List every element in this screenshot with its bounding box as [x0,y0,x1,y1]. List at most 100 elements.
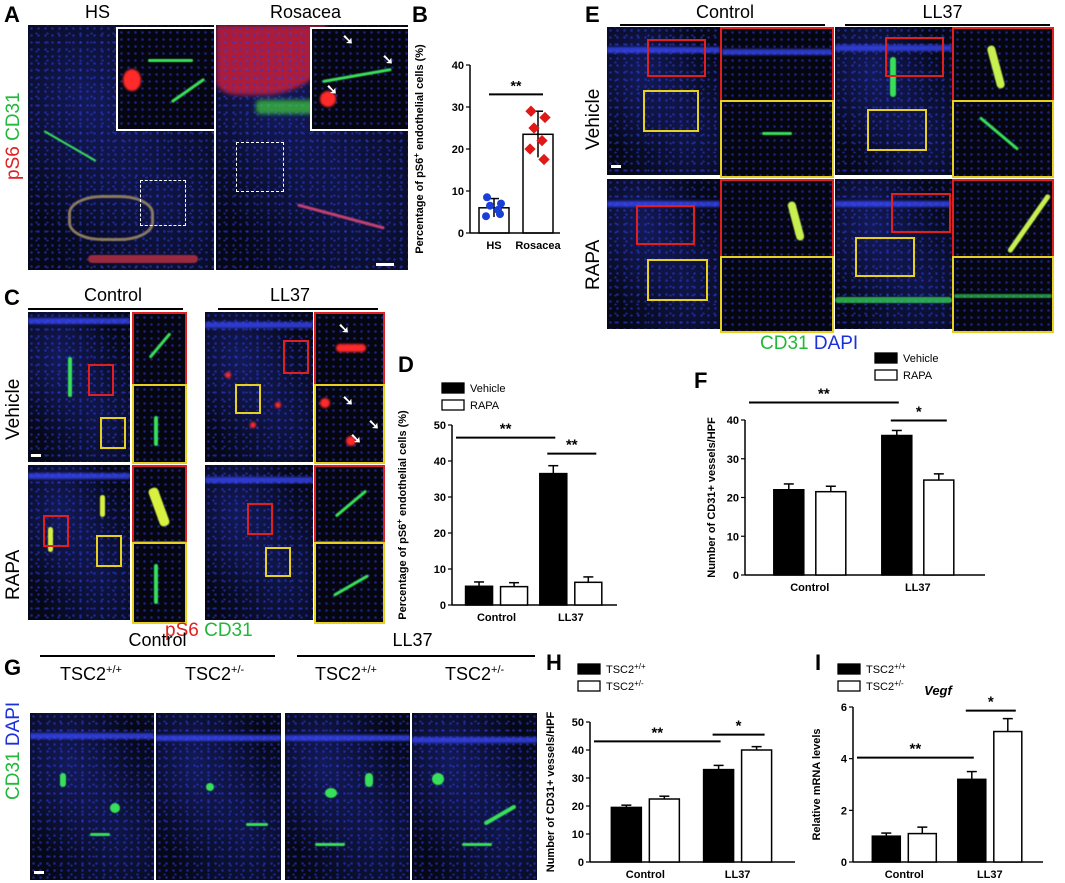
bar-ll37-0 [957,778,987,863]
panel-g-geno-1: TSC2+/+ [60,664,122,684]
significance-label: ** [910,741,922,758]
legend-swatch [874,369,898,381]
bar-control-1 [907,832,938,863]
y-tick-label: 0 [733,570,739,582]
micrograph-rosacea: ➘ ➘ ➘ [216,25,408,270]
y-axis-label: Number of CD31+ vessels/HPF [545,711,557,872]
x-tick-label: LL37 [558,612,584,624]
inset-e-ll37-red [952,27,1054,104]
panel-label-i: I [815,650,822,675]
inset-e-ll37-rapa-red [952,179,1054,260]
data-point [538,153,550,166]
legend-label: TSC2+/- [866,679,904,694]
data-point [524,143,536,155]
panel-g-geno-4: TSC2+/- [445,664,505,684]
panel-a-stain-label: pS6 CD31 [3,92,24,180]
bar-ll37-1 [923,479,955,576]
x-tick-label: Control [626,869,665,881]
micrograph-g-2 [156,713,281,880]
panel-e-row-rapa: RAPA [583,239,604,290]
chart-b: 0 10 20 30 40 Percentage of pS6+ endothelial … [412,44,562,254]
divider [620,24,825,26]
rosacea-inset: ➘ ➘ ➘ [310,27,408,131]
panel-g-geno-2: TSC2+/- [185,664,245,684]
y-tick-label: 4 [841,754,848,766]
chart-h: 0 10 20 30 40 50 Number of CD31+ vessels/HPF Co… [545,662,795,881]
data-point [482,212,490,221]
panel-label-d: D [398,352,414,377]
bar-ll37-0 [539,472,568,606]
y-tick-label: 2 [841,805,847,817]
data-point [525,105,537,117]
panel-e-stain-legend: CD31 DAPI [760,333,859,354]
inset-c-rapa-red [132,465,187,543]
y-tick-label: 0 [440,600,446,612]
bar-control-1 [499,585,529,606]
chart-title: Vegf [924,683,953,698]
x-tick-label: Control [790,582,829,594]
chart-d: 0 10 20 30 40 50 Percentage of pS6+ endothelia… [395,382,617,624]
panel-c-col-control: Control [83,285,143,305]
legend-label: RAPA [470,400,500,412]
inset-e-rapa-red [720,179,834,260]
data-point [486,201,494,210]
significance-label: * [988,694,994,711]
micrograph-c-control-vehicle [28,312,130,462]
y-tick-label: 30 [572,773,584,785]
chart-f: 0 10 20 30 40 Number of CD31+ vessels/HPF Cont… [706,352,985,594]
legend-label: Vehicle [903,353,938,365]
micrograph-g-4 [412,713,537,880]
legend-swatch [441,399,465,411]
y-tick-label: 30 [727,454,739,466]
x-tick-label: LL37 [725,869,751,881]
panel-a-col-rosacea: Rosacea [270,2,342,22]
inset-e-rapa-yellow [720,256,834,333]
panel-e-col-ll37: LL37 [922,2,963,22]
legend-label: TSC2+/+ [866,662,906,677]
inset-c-ll37-rapa-red [314,465,385,543]
divider [297,655,535,657]
micrograph-e-control-rapa [607,179,720,329]
y-tick-label: 30 [434,492,446,504]
legend-swatch [874,352,898,364]
inset-e-yellow [720,100,834,178]
panel-label-g: G [4,655,22,680]
x-tick-label: LL37 [977,869,1003,881]
arrow-icon: ➘ [326,81,338,97]
panel-c-row-rapa: RAPA [3,549,24,600]
panel-label-f: F [694,368,708,393]
bar-ll37-1 [574,581,603,606]
significance-label: ** [566,437,578,454]
x-tick-label: Rosacea [515,240,561,252]
data-point [539,111,551,124]
divider [218,308,378,310]
x-tick-label: LL37 [905,582,931,594]
legend-label: RAPA [903,370,933,382]
inset-e-ll37-rapa-yellow [952,256,1054,333]
inset-c-ll37-red: ➘ [314,312,385,386]
y-tick-label: 20 [434,528,446,540]
bar-control-0 [871,835,902,863]
legend-swatch [577,663,601,675]
panel-g-group-ll37: LL37 [392,630,433,650]
y-tick-label: 10 [572,829,584,841]
bar-ll37-0 [702,768,735,863]
bar-ll37-1 [740,749,773,863]
legend-label: TSC2+/- [606,679,644,694]
panel-label-b: B [412,2,428,27]
panel-label-a: A [4,2,20,27]
significance-label: ** [511,77,522,93]
divider [28,308,183,310]
panel-e-row-vehicle: Vehicle [583,88,604,150]
inset-c-red [132,312,187,386]
micrograph-hs [28,25,214,270]
micrograph-e-ll37-rapa [835,179,952,329]
y-tick-label: 40 [434,456,446,468]
significance-label: * [736,718,742,735]
panel-a-col-hs: HS [85,2,111,22]
micrograph-e-control-vehicle [607,27,720,175]
arrow-icon: ➘ [342,31,354,47]
divider [40,655,275,657]
inset-c-ll37-rapa-yellow [314,542,385,624]
y-tick-label: 20 [727,493,739,505]
